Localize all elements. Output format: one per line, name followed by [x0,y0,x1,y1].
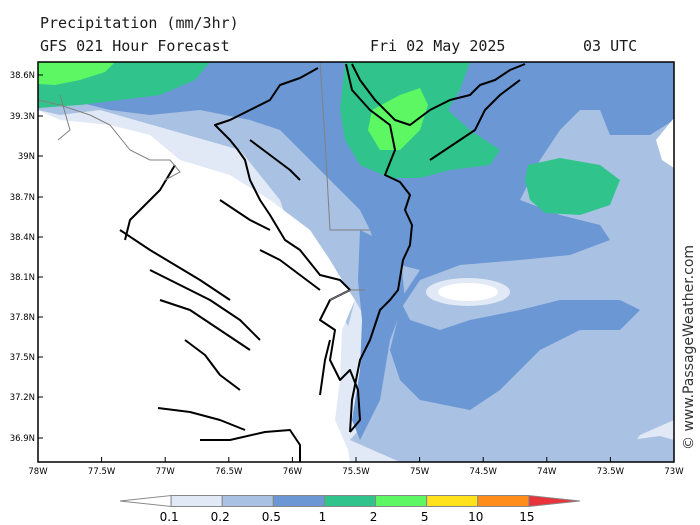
forecast-time: 03 UTC [583,37,638,55]
coastlines [119,63,526,462]
latitude-axis: 38.6N 39.3N 39N 38.7N 38.4N 38.1N 37.8N 37.5N 37… [10,71,43,444]
lat-label: 38.6N [10,71,35,81]
legend-label: 15 [519,510,534,524]
forecast-date: Fri 02 May 2025 [370,37,506,55]
lat-label: 38.4N [10,233,35,243]
forecast-subtitle: GFS 021 Hour Forecast [40,37,230,55]
chart-title: Precipitation (mm/3hr) [40,14,239,32]
longitude-axis: 78W 77.5W 77W 76.5W 76W 75.5W 75W 74.5W 74W 73.5W… [28,457,684,477]
legend-swatch [221,495,274,507]
lon-label: 74W [537,467,557,477]
lat-label: 39.3N [10,112,35,122]
lon-label: 73W [664,467,684,477]
credit-label: © www.PassageWeather.com [681,245,697,450]
credit-text: © www.PassageWeather.com [681,245,697,450]
precip-legend: 0.1 0.2 0.5 1 2 5 10 15 [119,494,581,524]
legend-label: 0.5 [262,510,281,524]
legend-swatch [272,495,325,507]
lon-label: 75W [410,467,430,477]
lat-label: 38.7N [10,193,35,203]
lat-label: 38.1N [10,273,35,283]
legend-swatch [477,495,530,507]
legend-label: 0.1 [160,510,179,524]
legend-label: 0.2 [211,510,230,524]
precip-green-northwest [38,62,115,85]
lon-label: 77.5W [88,467,116,477]
legend-swatch [119,494,172,508]
legend-swatch [375,495,428,507]
legend-label: 1 [319,510,327,524]
precip-white-right [656,118,674,168]
lon-label: 73.5W [597,467,625,477]
lat-label: 39N [18,152,35,162]
lon-label: 77W [156,467,176,477]
legend-swatch [426,495,479,507]
precip-white-oval-core [438,283,498,301]
lon-label: 78W [28,467,48,477]
legend-swatch [528,494,581,508]
legend-label: 10 [468,510,483,524]
precip-blue-plume [352,230,405,440]
lat-label: 37.8N [10,313,35,323]
map-layers [38,62,674,462]
state-borders [38,62,370,301]
lon-label: 76.5W [215,467,243,477]
precip-teal-east [525,158,620,215]
legend-swatch [170,495,223,507]
lat-label: 37.5N [10,353,35,363]
precip-blue-band [38,62,674,410]
precip-green-north [368,88,428,150]
lon-label: 74.5W [470,467,498,477]
lat-label: 36.9N [10,434,35,444]
legend-label: 2 [370,510,378,524]
legend-swatch [323,495,377,507]
precip-white-pocket [38,110,355,462]
lat-label: 37.2N [10,393,35,403]
lon-label: 75.5W [342,467,370,477]
legend-label: 5 [421,510,429,524]
precip-pale-corner [620,436,674,462]
lon-label: 76W [283,467,303,477]
